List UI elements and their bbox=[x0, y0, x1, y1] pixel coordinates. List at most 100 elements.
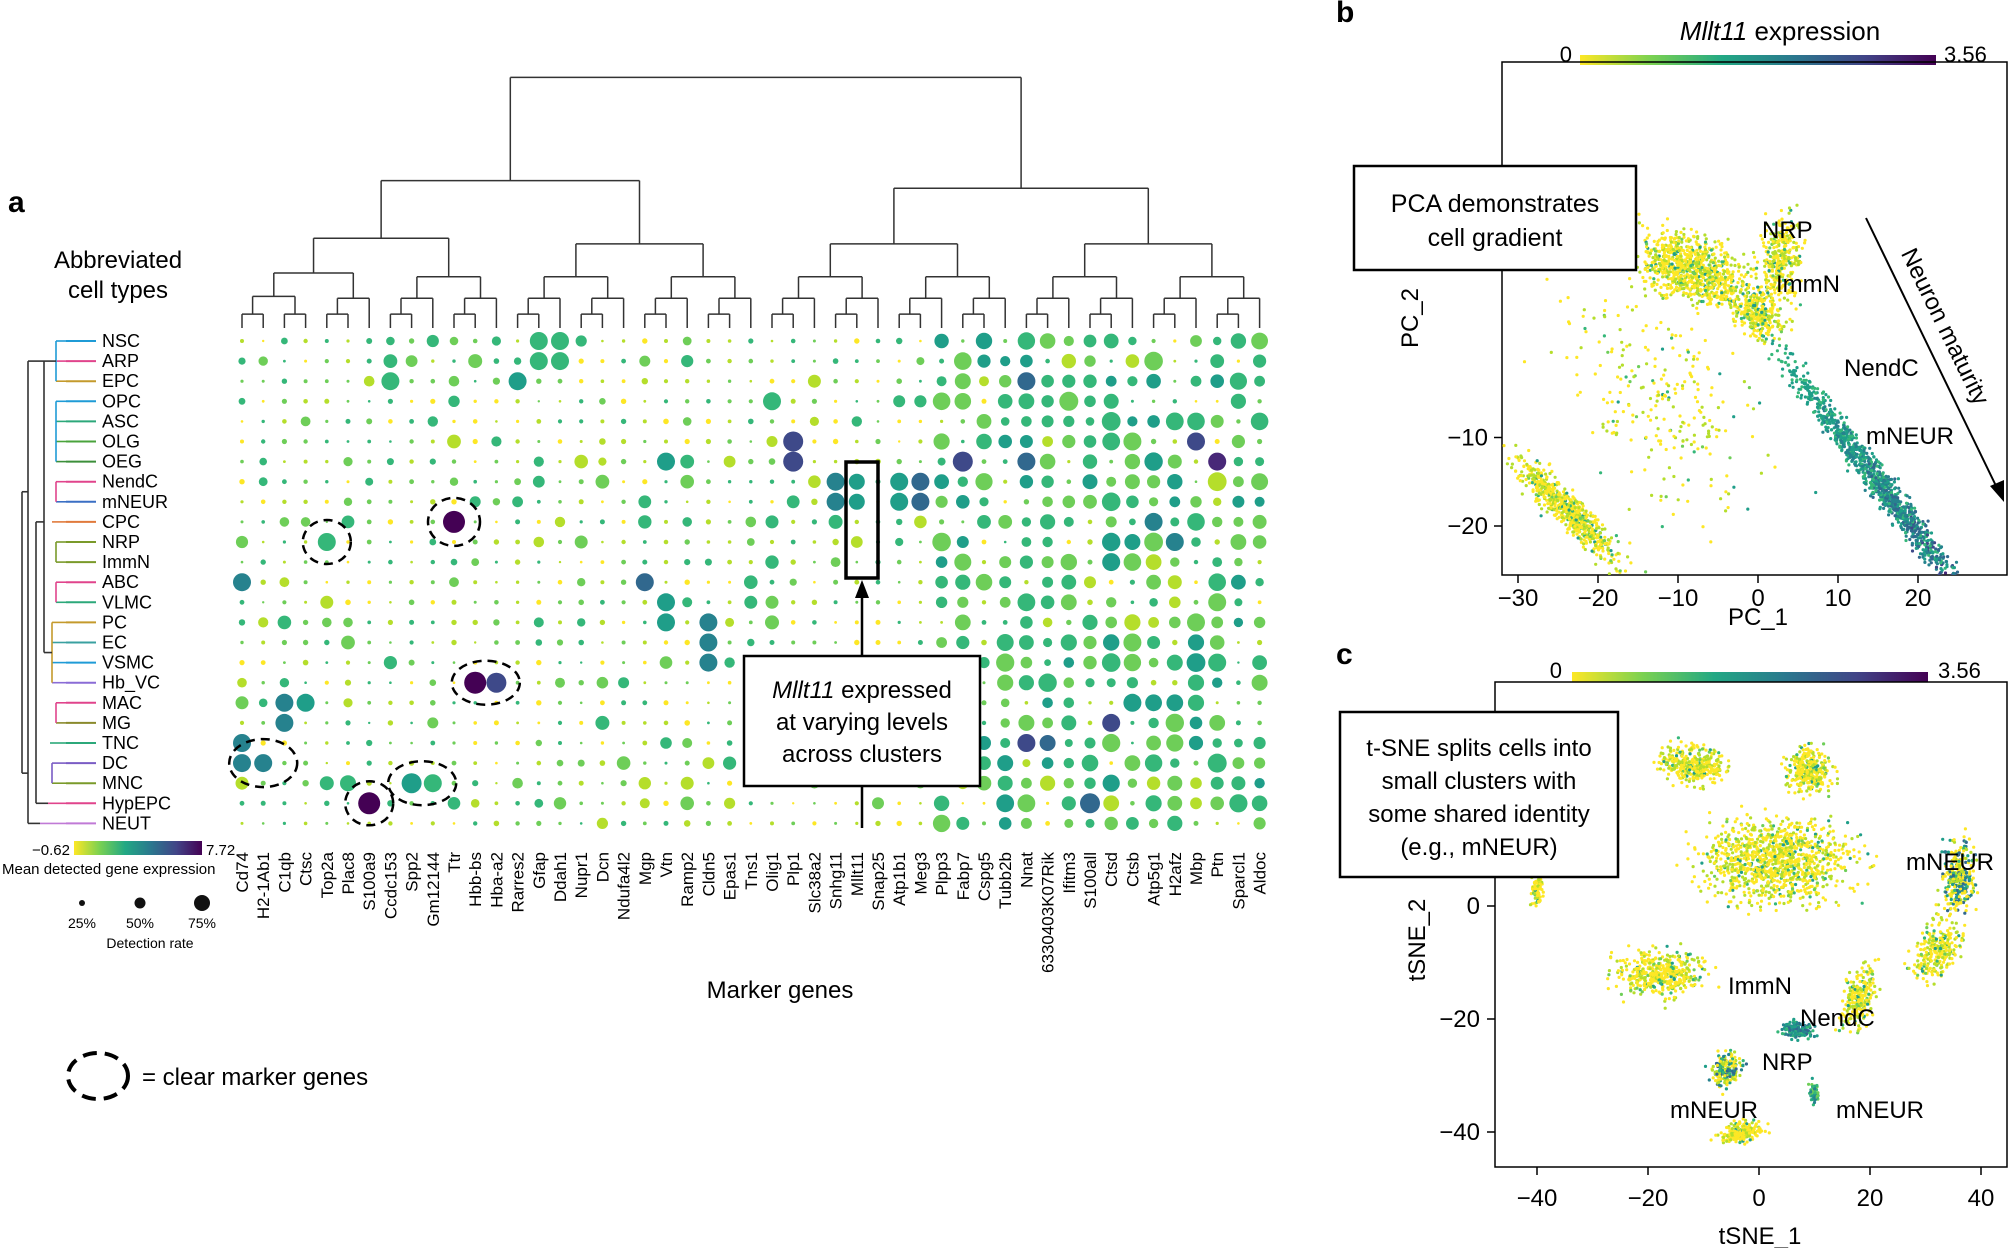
pca-point bbox=[1904, 531, 1908, 535]
pca-point bbox=[1603, 535, 1607, 539]
dot bbox=[681, 355, 694, 368]
dot bbox=[1233, 456, 1244, 467]
pca-point bbox=[1940, 568, 1944, 572]
dot bbox=[1106, 678, 1116, 688]
dot bbox=[638, 495, 652, 509]
dot bbox=[536, 659, 542, 666]
pca-point bbox=[1535, 480, 1539, 484]
pca-point bbox=[1794, 248, 1799, 252]
pca-point bbox=[1770, 296, 1775, 300]
pca-point bbox=[1731, 270, 1735, 274]
dot bbox=[578, 639, 584, 646]
pca-point bbox=[1797, 226, 1801, 230]
pca-point bbox=[1654, 253, 1658, 257]
pca-point bbox=[1715, 303, 1719, 307]
pca-point bbox=[1582, 511, 1586, 516]
pca-point bbox=[1751, 332, 1755, 336]
dot bbox=[302, 639, 309, 646]
pca-point bbox=[1792, 373, 1797, 377]
pca-point bbox=[1976, 627, 1979, 630]
pca-point bbox=[1565, 494, 1569, 498]
dot bbox=[383, 656, 397, 670]
dot bbox=[1235, 720, 1241, 726]
dot bbox=[875, 600, 881, 605]
pca-point bbox=[1874, 482, 1878, 486]
pca-point bbox=[1538, 461, 1542, 465]
dot bbox=[600, 359, 605, 364]
pca-point bbox=[1893, 487, 1897, 491]
pca-point bbox=[1617, 365, 1622, 369]
gene-label: Top2a bbox=[318, 851, 337, 898]
pca-point bbox=[1887, 513, 1891, 517]
pca-point bbox=[1826, 395, 1831, 399]
dot bbox=[275, 693, 294, 712]
gene-label: Rarres2 bbox=[509, 852, 528, 912]
pca-point bbox=[1522, 464, 1526, 469]
pca-point bbox=[1620, 340, 1624, 344]
dot bbox=[557, 378, 563, 384]
pca-point bbox=[1787, 206, 1792, 210]
dot bbox=[343, 497, 353, 506]
dot bbox=[452, 721, 456, 725]
dot bbox=[1127, 416, 1138, 427]
pca-point bbox=[1870, 486, 1874, 490]
pca-point bbox=[1897, 486, 1901, 490]
dot bbox=[918, 419, 923, 424]
dot bbox=[449, 477, 459, 486]
dot bbox=[324, 359, 329, 364]
dot bbox=[685, 701, 689, 705]
dot bbox=[979, 376, 989, 387]
dot bbox=[1187, 674, 1205, 691]
pca-point bbox=[1923, 543, 1927, 547]
dot bbox=[324, 680, 329, 685]
dot bbox=[748, 358, 754, 364]
pca-point bbox=[1652, 280, 1656, 284]
dot bbox=[451, 599, 457, 605]
dot bbox=[283, 460, 286, 463]
dot bbox=[1130, 801, 1135, 806]
dot bbox=[282, 479, 287, 485]
pca-point bbox=[1701, 263, 1705, 267]
dot bbox=[1003, 500, 1007, 504]
dot bbox=[473, 379, 477, 383]
pca-point bbox=[1742, 311, 1746, 315]
pca-point bbox=[1987, 621, 1990, 624]
dot bbox=[635, 573, 654, 592]
pca-point bbox=[1708, 298, 1712, 302]
dot bbox=[346, 802, 350, 805]
dot bbox=[952, 451, 973, 472]
pca-point bbox=[1707, 429, 1711, 433]
pca-point bbox=[1834, 425, 1838, 429]
pca-point bbox=[1872, 455, 1876, 459]
dot bbox=[389, 681, 392, 684]
pca-point bbox=[1659, 285, 1663, 289]
dot bbox=[258, 477, 268, 487]
dot bbox=[699, 653, 718, 672]
dot bbox=[430, 580, 435, 585]
pca-point bbox=[1671, 247, 1675, 251]
pca-point bbox=[1686, 245, 1690, 249]
dot bbox=[367, 620, 372, 625]
pca-point bbox=[1757, 316, 1761, 320]
dot bbox=[1063, 757, 1075, 769]
pca-point bbox=[1917, 555, 1921, 559]
dot bbox=[918, 600, 923, 604]
pca-point bbox=[1581, 504, 1585, 508]
pca-point bbox=[1607, 572, 1611, 575]
pca-point bbox=[1628, 541, 1632, 545]
dot bbox=[558, 560, 562, 564]
dot bbox=[449, 577, 459, 588]
dot bbox=[262, 601, 265, 604]
pca-point bbox=[1959, 585, 1962, 588]
dot bbox=[770, 359, 774, 363]
dot bbox=[325, 761, 328, 765]
dot bbox=[1252, 535, 1267, 549]
dot bbox=[791, 379, 796, 384]
pca-point bbox=[1775, 245, 1779, 249]
dot bbox=[664, 439, 668, 444]
dot bbox=[1017, 372, 1036, 391]
dot bbox=[1064, 739, 1073, 747]
dot bbox=[536, 419, 542, 424]
dot bbox=[235, 535, 249, 549]
pca-point bbox=[1783, 257, 1787, 261]
